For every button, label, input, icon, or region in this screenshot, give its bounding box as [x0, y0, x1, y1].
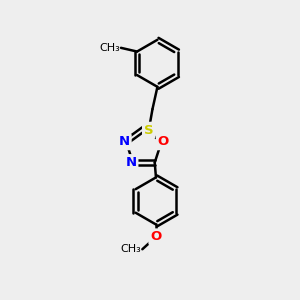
Text: N: N [118, 135, 130, 148]
Text: N: N [125, 156, 136, 169]
Text: O: O [158, 135, 169, 148]
Text: S: S [144, 124, 154, 137]
Text: CH₃: CH₃ [99, 43, 120, 53]
Text: O: O [150, 230, 162, 243]
Text: CH₃: CH₃ [120, 244, 141, 254]
